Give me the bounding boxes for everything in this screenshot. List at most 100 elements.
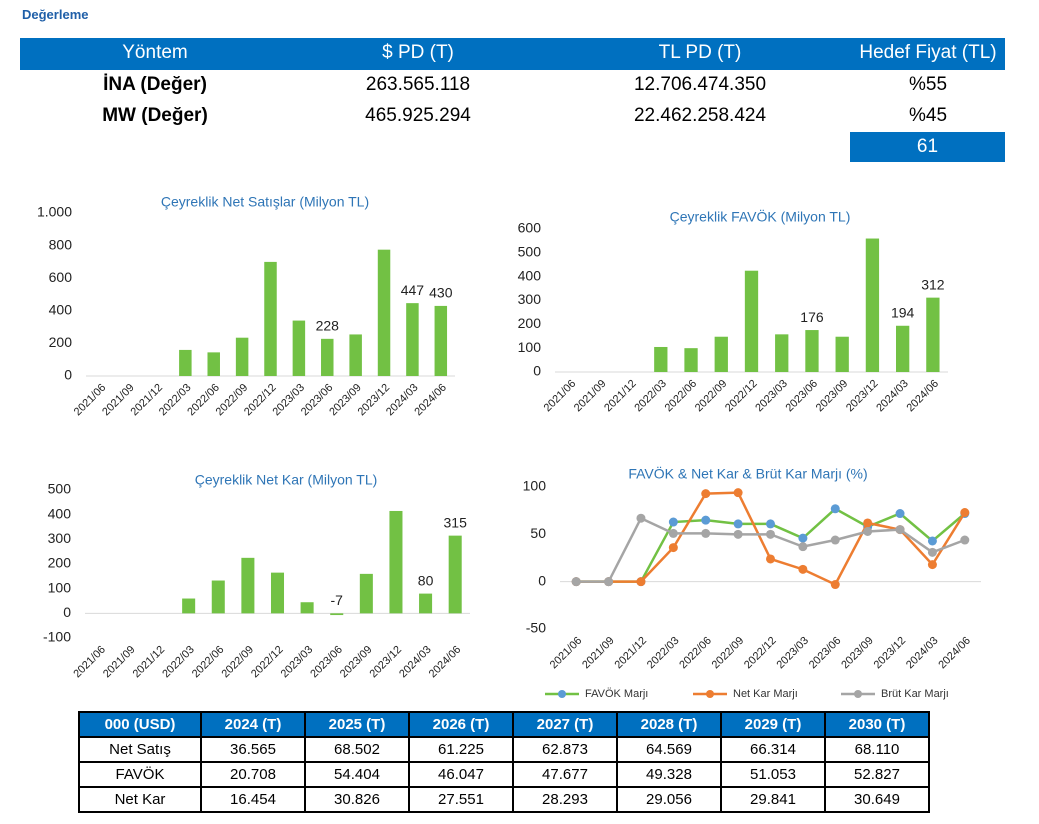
table-cell: 28.293 xyxy=(512,786,618,813)
legend-marker xyxy=(558,690,566,698)
x-tick-label: 2022/12 xyxy=(742,635,779,672)
series-marker xyxy=(863,526,873,536)
data-label: 447 xyxy=(401,282,425,298)
x-tick-label: 2021/12 xyxy=(613,635,650,672)
y-tick-label: 200 xyxy=(518,315,542,331)
y-tick-label: 500 xyxy=(48,481,72,497)
legend-label: FAVÖK Marjı xyxy=(585,688,648,700)
legend-marker xyxy=(706,690,714,698)
series-marker xyxy=(636,577,646,587)
y-tick-label: 400 xyxy=(48,505,72,521)
table-header-cell: 2028 (T) xyxy=(616,711,722,738)
x-tick-label: 2023/06 xyxy=(784,378,821,415)
bar xyxy=(207,352,220,376)
bar xyxy=(805,330,819,372)
bar xyxy=(349,334,362,376)
bar xyxy=(744,270,759,372)
y-tick-label: 100 xyxy=(48,579,72,595)
table-header-cell: 2024 (T) xyxy=(200,711,306,738)
x-tick-label: 2021/09 xyxy=(572,378,609,415)
series-marker xyxy=(798,542,808,552)
bar xyxy=(926,297,940,372)
series-marker xyxy=(636,513,646,523)
legend-marker xyxy=(854,690,862,698)
series-marker xyxy=(668,517,678,527)
table-header-cell: 2026 (T) xyxy=(408,711,514,738)
bar xyxy=(241,557,255,614)
data-label: 80 xyxy=(418,572,434,588)
bar xyxy=(292,320,306,376)
valuation-column-header: Yöntem xyxy=(122,42,188,63)
chart-title: Çeyreklik FAVÖK (Milyon TL) xyxy=(670,208,851,225)
x-tick-label: 2023/03 xyxy=(774,635,811,672)
valuation-cell: MW (Değer) xyxy=(102,105,208,126)
y-tick-label: 600 xyxy=(49,269,73,285)
table-cell: 20.708 xyxy=(200,761,306,788)
y-tick-label: 300 xyxy=(48,530,72,546)
section-title: Değerleme xyxy=(22,7,89,22)
y-tick-label: 200 xyxy=(48,555,72,571)
series-marker xyxy=(927,560,937,570)
charts: Çeyreklik Net Satışlar (Milyon TL) 0 200 40… xyxy=(37,194,981,700)
bar xyxy=(775,334,789,372)
chart-title: Çeyreklik Net Kar (Milyon TL) xyxy=(195,472,378,488)
table-header-row: 000 (USD) 2024 (T) 2025 (T) 2026 (T) 2027 (T… xyxy=(78,711,930,738)
series-marker xyxy=(733,529,743,539)
data-label: 312 xyxy=(921,276,945,292)
series-marker xyxy=(798,533,808,543)
bar xyxy=(182,598,196,614)
y-tick-label: 600 xyxy=(518,220,542,236)
bar xyxy=(896,325,910,372)
series-marker xyxy=(960,508,970,518)
table-row: Net Kar 16.454 30.826 27.551 28.293 29.056 29.… xyxy=(78,786,930,813)
bar xyxy=(714,336,728,372)
forecast-table: 000 (USD) 2024 (T) 2025 (T) 2026 (T) 2027 (T… xyxy=(78,711,930,813)
x-tick-label: 2021/06 xyxy=(548,635,585,672)
y-tick-label: 200 xyxy=(49,334,73,350)
series-marker xyxy=(895,525,905,535)
bar xyxy=(235,337,249,376)
y-tick-label: 800 xyxy=(49,236,73,252)
series-marker xyxy=(895,509,905,519)
y-tick-label: 0 xyxy=(63,604,71,620)
table-cell: 52.827 xyxy=(824,761,930,788)
table-cell: FAVÖK xyxy=(78,761,202,788)
bar xyxy=(434,305,448,376)
bar xyxy=(359,573,373,614)
x-tick-label: 2023/12 xyxy=(844,378,881,415)
table-header-cell: 2030 (T) xyxy=(824,711,930,738)
y-tick-label: 100 xyxy=(523,478,547,494)
x-tick-label: 2022/09 xyxy=(219,644,256,681)
y-tick-label: 100 xyxy=(518,339,542,355)
y-tick-label: 0 xyxy=(538,572,546,588)
valuation-column-header: TL PD (T) xyxy=(658,42,742,63)
series-marker xyxy=(927,547,937,557)
y-tick-label: -50 xyxy=(526,620,546,636)
table-cell: 30.649 xyxy=(824,786,930,813)
y-tick-label: -100 xyxy=(43,629,71,645)
bar xyxy=(377,249,391,376)
data-label: 430 xyxy=(429,285,453,301)
y-tick-label: 300 xyxy=(518,291,542,307)
bar xyxy=(300,602,314,614)
table-cell: Net Kar xyxy=(78,786,202,813)
bar xyxy=(264,261,277,376)
bar xyxy=(865,238,880,372)
x-tick-label: 2024/06 xyxy=(412,382,449,419)
series-marker xyxy=(701,489,711,499)
y-tick-label: 400 xyxy=(49,302,73,318)
x-tick-label: 2024/03 xyxy=(874,378,911,415)
bar xyxy=(330,613,344,616)
y-tick-label: 0 xyxy=(64,367,72,383)
x-tick-label: 2023/12 xyxy=(872,635,909,672)
bar xyxy=(684,348,698,372)
x-tick-label: 2021/06 xyxy=(542,378,579,415)
x-tick-label: 2023/03 xyxy=(753,378,790,415)
bar xyxy=(270,572,285,614)
table-cell: 51.053 xyxy=(720,761,826,788)
series-marker xyxy=(668,528,678,538)
series-marker xyxy=(830,504,840,514)
x-tick-label: 2022/03 xyxy=(160,644,197,681)
x-tick-label: 2022/12 xyxy=(249,644,286,681)
